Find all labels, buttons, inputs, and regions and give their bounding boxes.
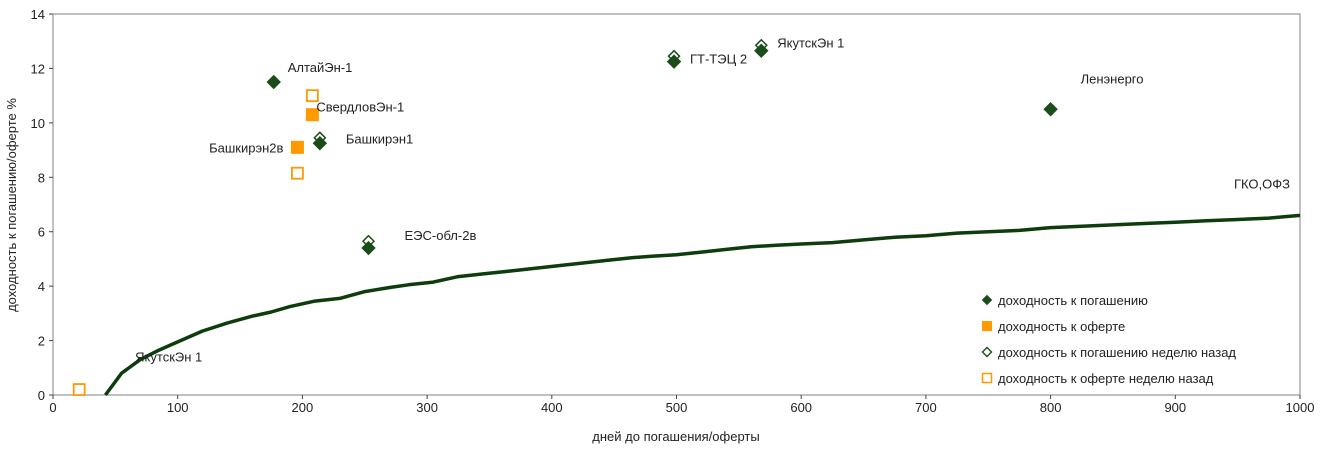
- y-tick-label: 12: [31, 61, 45, 76]
- legend-marker: [981, 294, 993, 306]
- axes-layer: 0 100 200 300 400 500 600 700 800 900 1000 0 2 4 6 8 10 1…: [31, 7, 1315, 415]
- point-label: ГТ-ТЭЦ 2: [690, 52, 747, 67]
- x-tick-label: 100: [167, 400, 189, 415]
- data-point: [312, 136, 328, 151]
- legend-marker: [981, 346, 993, 358]
- legend-item: доходность к погашению: [981, 293, 1148, 308]
- data-point: [290, 140, 304, 154]
- x-tick-label: 800: [1040, 400, 1062, 415]
- x-tick-label: 0: [49, 400, 56, 415]
- legend-marker: [982, 321, 992, 331]
- x-tick-label: 200: [292, 400, 314, 415]
- data-point: [305, 89, 319, 103]
- x-tick-label: 900: [1164, 400, 1186, 415]
- y-tick-label: 4: [38, 279, 45, 294]
- point-label: ЯкутскЭн 1: [777, 36, 844, 51]
- x-tick-label: 300: [416, 400, 438, 415]
- data-point: [1043, 102, 1058, 117]
- legend-marker: [981, 372, 993, 384]
- point-label: СвердловЭн-1: [316, 100, 404, 115]
- y-tick-label: 8: [38, 170, 45, 185]
- point-label: Башкирэн1: [346, 131, 413, 146]
- point-label: ЕЭС-обл-2в: [404, 228, 476, 243]
- data-point: [266, 74, 281, 90]
- y-tick-label: 0: [38, 388, 45, 403]
- legend-item: доходность к погашению неделю назад: [981, 345, 1236, 360]
- point-label: ГКО,ОФЗ: [1234, 176, 1290, 191]
- point-label: Башкирэн2в: [209, 140, 283, 155]
- data-point: [361, 240, 376, 256]
- y-tick-label: 2: [38, 334, 45, 349]
- legend-item: доходность к оферте неделю назад: [981, 371, 1214, 386]
- x-tick-label: 1000: [1286, 400, 1315, 415]
- y-tick-label: 10: [31, 116, 45, 131]
- legend-label: доходность к погашению: [998, 293, 1148, 308]
- x-tick-label: 500: [666, 400, 688, 415]
- legend-label: доходность к оферте неделю назад: [998, 371, 1214, 386]
- data-point: [72, 383, 86, 396]
- legend-label: доходность к оферте: [998, 319, 1125, 334]
- labels-layer: АлтайЭн-1 СвердловЭн-1 Башкирэн2в Башкирэн1…: [135, 36, 1290, 365]
- plot-frame: [52, 13, 1301, 396]
- legend-label: доходность к погашению неделю назад: [998, 345, 1236, 360]
- x-axis-title: дней до погашения/оферты: [592, 429, 759, 444]
- y-tick-label: 14: [31, 7, 45, 22]
- data-point: [305, 108, 319, 122]
- curve-layer: [103, 213, 1301, 397]
- y-tick-label: 6: [38, 225, 45, 240]
- data-point: [666, 54, 682, 69]
- point-label: ЯкутскЭн 1: [135, 350, 202, 365]
- x-tick-label: 400: [541, 400, 563, 415]
- points-layer: [72, 38, 1058, 396]
- point-label: Ленэнерго: [1081, 71, 1144, 86]
- data-point: [754, 43, 769, 58]
- y-axis-title: доходность к погашению/оферте %: [4, 98, 19, 312]
- data-point: [291, 166, 304, 180]
- legend: доходность к погашению доходность к оферт…: [981, 293, 1236, 386]
- x-tick-label: 600: [790, 400, 812, 415]
- point-label: АлтайЭн-1: [288, 60, 353, 75]
- legend-item: доходность к оферте: [982, 319, 1125, 334]
- yield-curve-line: [103, 213, 1301, 397]
- x-tick-label: 700: [915, 400, 937, 415]
